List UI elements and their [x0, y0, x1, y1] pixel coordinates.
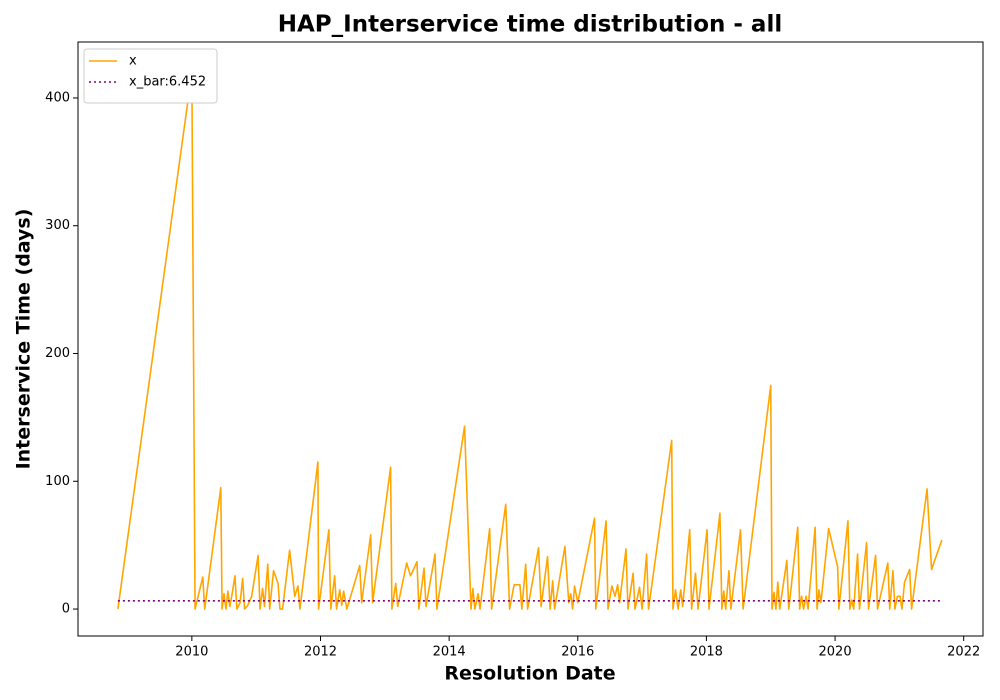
- legend-label: x_bar:6.452: [129, 75, 206, 90]
- x-tick-label: 2018: [690, 645, 723, 660]
- plot-frame: [77, 41, 984, 637]
- y-tick-label: 300: [45, 218, 70, 233]
- y-axis-label: Interservice Time (days): [13, 209, 35, 470]
- chart-title: HAP_Interservice time distribution - all: [278, 12, 782, 38]
- x-tick-label: 2010: [175, 645, 208, 660]
- y-tick-label: 0: [62, 602, 70, 617]
- x-tick-label: 2014: [433, 645, 466, 660]
- legend: x x_bar:6.452: [83, 48, 218, 104]
- series-line: [117, 71, 943, 610]
- y-tick-label: 100: [45, 474, 70, 489]
- x-axis-label: Resolution Date: [444, 663, 615, 685]
- y-tick-label: 400: [45, 90, 70, 105]
- legend-label: x: [129, 54, 137, 69]
- y-tick-label: 200: [45, 346, 70, 361]
- legend-box: [83, 48, 218, 104]
- x-tick-label: 2016: [561, 645, 594, 660]
- x-tick-label: 2012: [304, 645, 337, 660]
- x-tick-label: 2020: [819, 645, 852, 660]
- x-tick-label: 2022: [947, 645, 980, 660]
